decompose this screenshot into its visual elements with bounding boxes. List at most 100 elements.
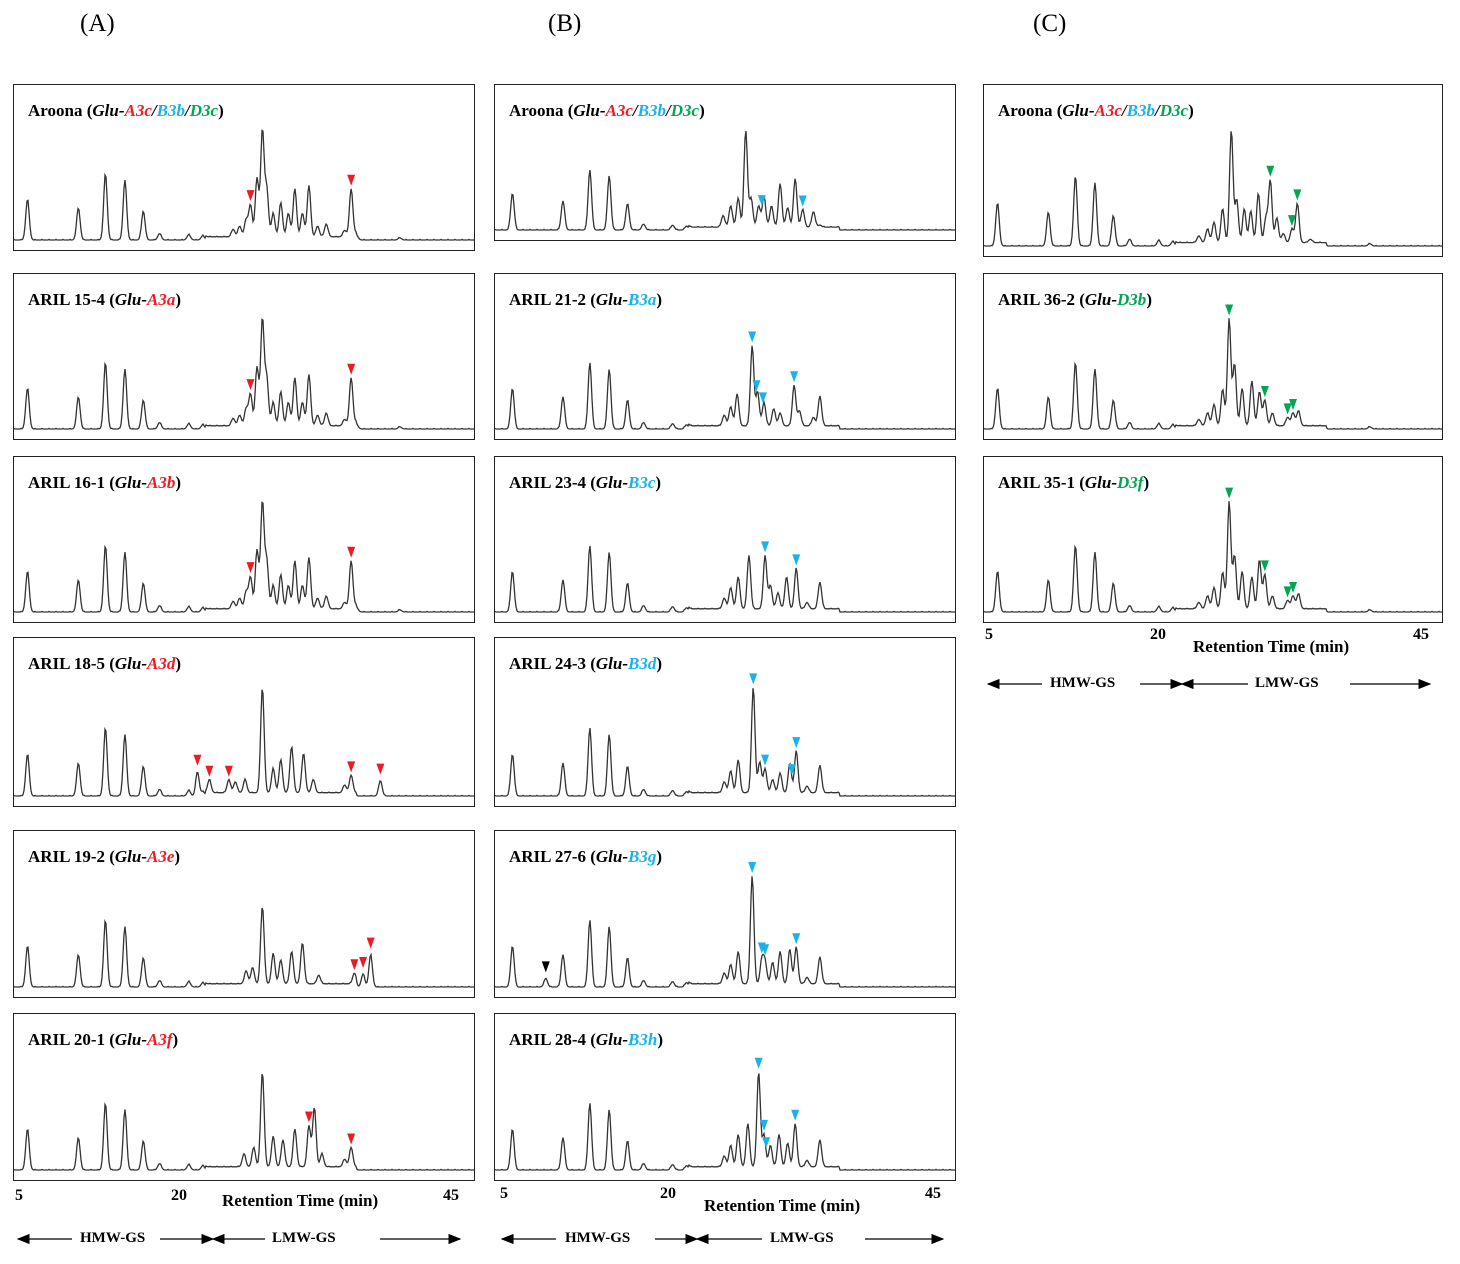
allele-label: B3g: [628, 847, 657, 866]
peak-marker: [754, 1057, 763, 1069]
peak-marker: [246, 190, 255, 202]
peak-marker: [760, 1119, 768, 1131]
peak-marker: [347, 363, 356, 375]
chromatogram-svg: [14, 907, 474, 988]
allele-label: A3e: [147, 847, 175, 866]
peak-marker: [761, 541, 770, 553]
chromatogram-panel: Aroona (Glu-A3c/B3b/D3c): [494, 84, 956, 241]
tick-45: 45: [443, 1187, 459, 1204]
panel-title: ARIL 18-5 (Glu-A3d): [28, 654, 182, 673]
peak-marker: [246, 562, 255, 574]
line-name: ARIL 16-1: [28, 473, 105, 492]
line-name: ARIL 15-4: [28, 290, 105, 309]
chromatogram-svg: [495, 331, 955, 430]
tick-20: 20: [171, 1187, 187, 1204]
column-label-b: (B): [548, 10, 582, 37]
line-name: Aroona: [28, 101, 83, 120]
allele-label: D3b: [1117, 290, 1147, 309]
glu-prefix: Glu-: [114, 473, 148, 492]
chromatogram-trace: [14, 1074, 474, 1171]
x-axis-label: Retention Time (min): [704, 1196, 861, 1215]
peak-marker: [359, 957, 368, 969]
line-name: ARIL 23-4: [509, 473, 586, 492]
peak-marker: [1289, 581, 1298, 593]
panel-title: ARIL 27-6 (Glu-B3g): [509, 847, 663, 866]
peak-marker: [304, 1111, 313, 1123]
peak-marker: [749, 673, 758, 685]
lmw-gs-label: LMW-GS: [770, 1230, 834, 1246]
peak-marker: [791, 1109, 800, 1121]
panel-title: ARIL 19-2 (Glu-A3e): [28, 847, 181, 866]
chromatogram-trace: [495, 1073, 955, 1171]
peak-marker: [757, 195, 766, 207]
peak-marker: [787, 764, 796, 776]
chromatogram-svg: [14, 129, 474, 241]
chromatogram-trace: [495, 876, 955, 988]
line-name: ARIL 27-6: [509, 847, 586, 866]
chromatogram-trace: [495, 130, 955, 231]
chromatogram-panel: ARIL 20-1 (Glu-A3f): [13, 1013, 475, 1181]
chromatogram-svg: [495, 130, 955, 231]
chromatogram-trace: [984, 318, 1442, 430]
tick-45: 45: [925, 1185, 941, 1202]
allele-label: B3b: [637, 101, 666, 120]
peak-marker: [792, 933, 801, 945]
peak-marker: [347, 761, 356, 773]
line-name: Aroona: [998, 101, 1053, 120]
peak-marker: [752, 380, 761, 392]
chromatogram-panel: ARIL 15-4 (Glu-A3a): [13, 273, 475, 440]
panel-title: ARIL 15-4 (Glu-A3a): [28, 290, 182, 309]
panel-title: Aroona (Glu-A3c/B3b/D3c): [509, 101, 705, 120]
column-label-c: (C): [1033, 10, 1067, 37]
peak-marker: [246, 379, 255, 391]
allele-label: B3d: [628, 654, 657, 673]
line-name: ARIL 21-2: [509, 290, 586, 309]
x-axis-label: Retention Time (min): [1193, 637, 1350, 656]
glu-prefix: Glu-: [573, 101, 606, 120]
chromatogram-panel: ARIL 35-1 (Glu-D3f): [983, 456, 1443, 623]
line-name: ARIL 36-2: [998, 290, 1075, 309]
chromatogram-panel: Aroona (Glu-A3c/B3b/D3c): [13, 84, 475, 251]
tick-5: 5: [15, 1187, 23, 1204]
glu-prefix: Glu-: [595, 654, 629, 673]
line-name: ARIL 20-1: [28, 1030, 105, 1049]
chromatogram-svg: [14, 501, 474, 613]
peak-marker: [347, 1133, 356, 1145]
glu-prefix: Glu-: [92, 101, 125, 120]
tick-20: 20: [660, 1185, 676, 1202]
peak-marker: [1289, 398, 1298, 410]
chromatogram-trace: [495, 688, 955, 797]
chromatogram-panel: ARIL 19-2 (Glu-A3e): [13, 830, 475, 998]
peak-marker: [347, 174, 356, 186]
peak-marker: [792, 737, 801, 749]
panel-title: ARIL 24-3 (Glu-B3d): [509, 654, 663, 673]
allele-label: B3b: [156, 101, 185, 120]
peak-marker: [761, 754, 770, 766]
panel-title: Aroona (Glu-A3c/B3b/D3c): [998, 101, 1194, 120]
glu-prefix: Glu-: [595, 1030, 629, 1049]
allele-label: D3f: [1117, 473, 1144, 492]
line-name: ARIL 24-3: [509, 654, 586, 673]
chromatogram-svg: [984, 487, 1442, 613]
peak-marker: [762, 1137, 771, 1149]
allele-label: B3b: [1126, 101, 1155, 120]
chromatogram-trace: [14, 129, 474, 241]
tick-45: 45: [1413, 626, 1429, 643]
chromatogram-svg: [984, 131, 1442, 247]
chromatogram-panel: ARIL 24-3 (Glu-B3d): [494, 637, 956, 807]
peak-marker: [758, 392, 767, 404]
chromatogram-trace: [14, 318, 474, 430]
peak-marker: [347, 546, 356, 558]
allele-label: B3a: [628, 290, 657, 309]
column-label-a: (A): [80, 10, 115, 37]
chromatogram-svg: [14, 318, 474, 430]
glu-prefix: Glu-: [1084, 290, 1118, 309]
peak-marker: [1260, 386, 1269, 398]
allele-label: B3c: [628, 473, 656, 492]
allele-label: A3c: [605, 101, 633, 120]
hmw-gs-label: HMW-GS: [80, 1230, 146, 1246]
peak-marker: [205, 765, 214, 777]
chromatogram-trace: [14, 907, 474, 988]
chromatogram-svg: [495, 1057, 955, 1171]
allele-label: A3d: [147, 654, 176, 673]
